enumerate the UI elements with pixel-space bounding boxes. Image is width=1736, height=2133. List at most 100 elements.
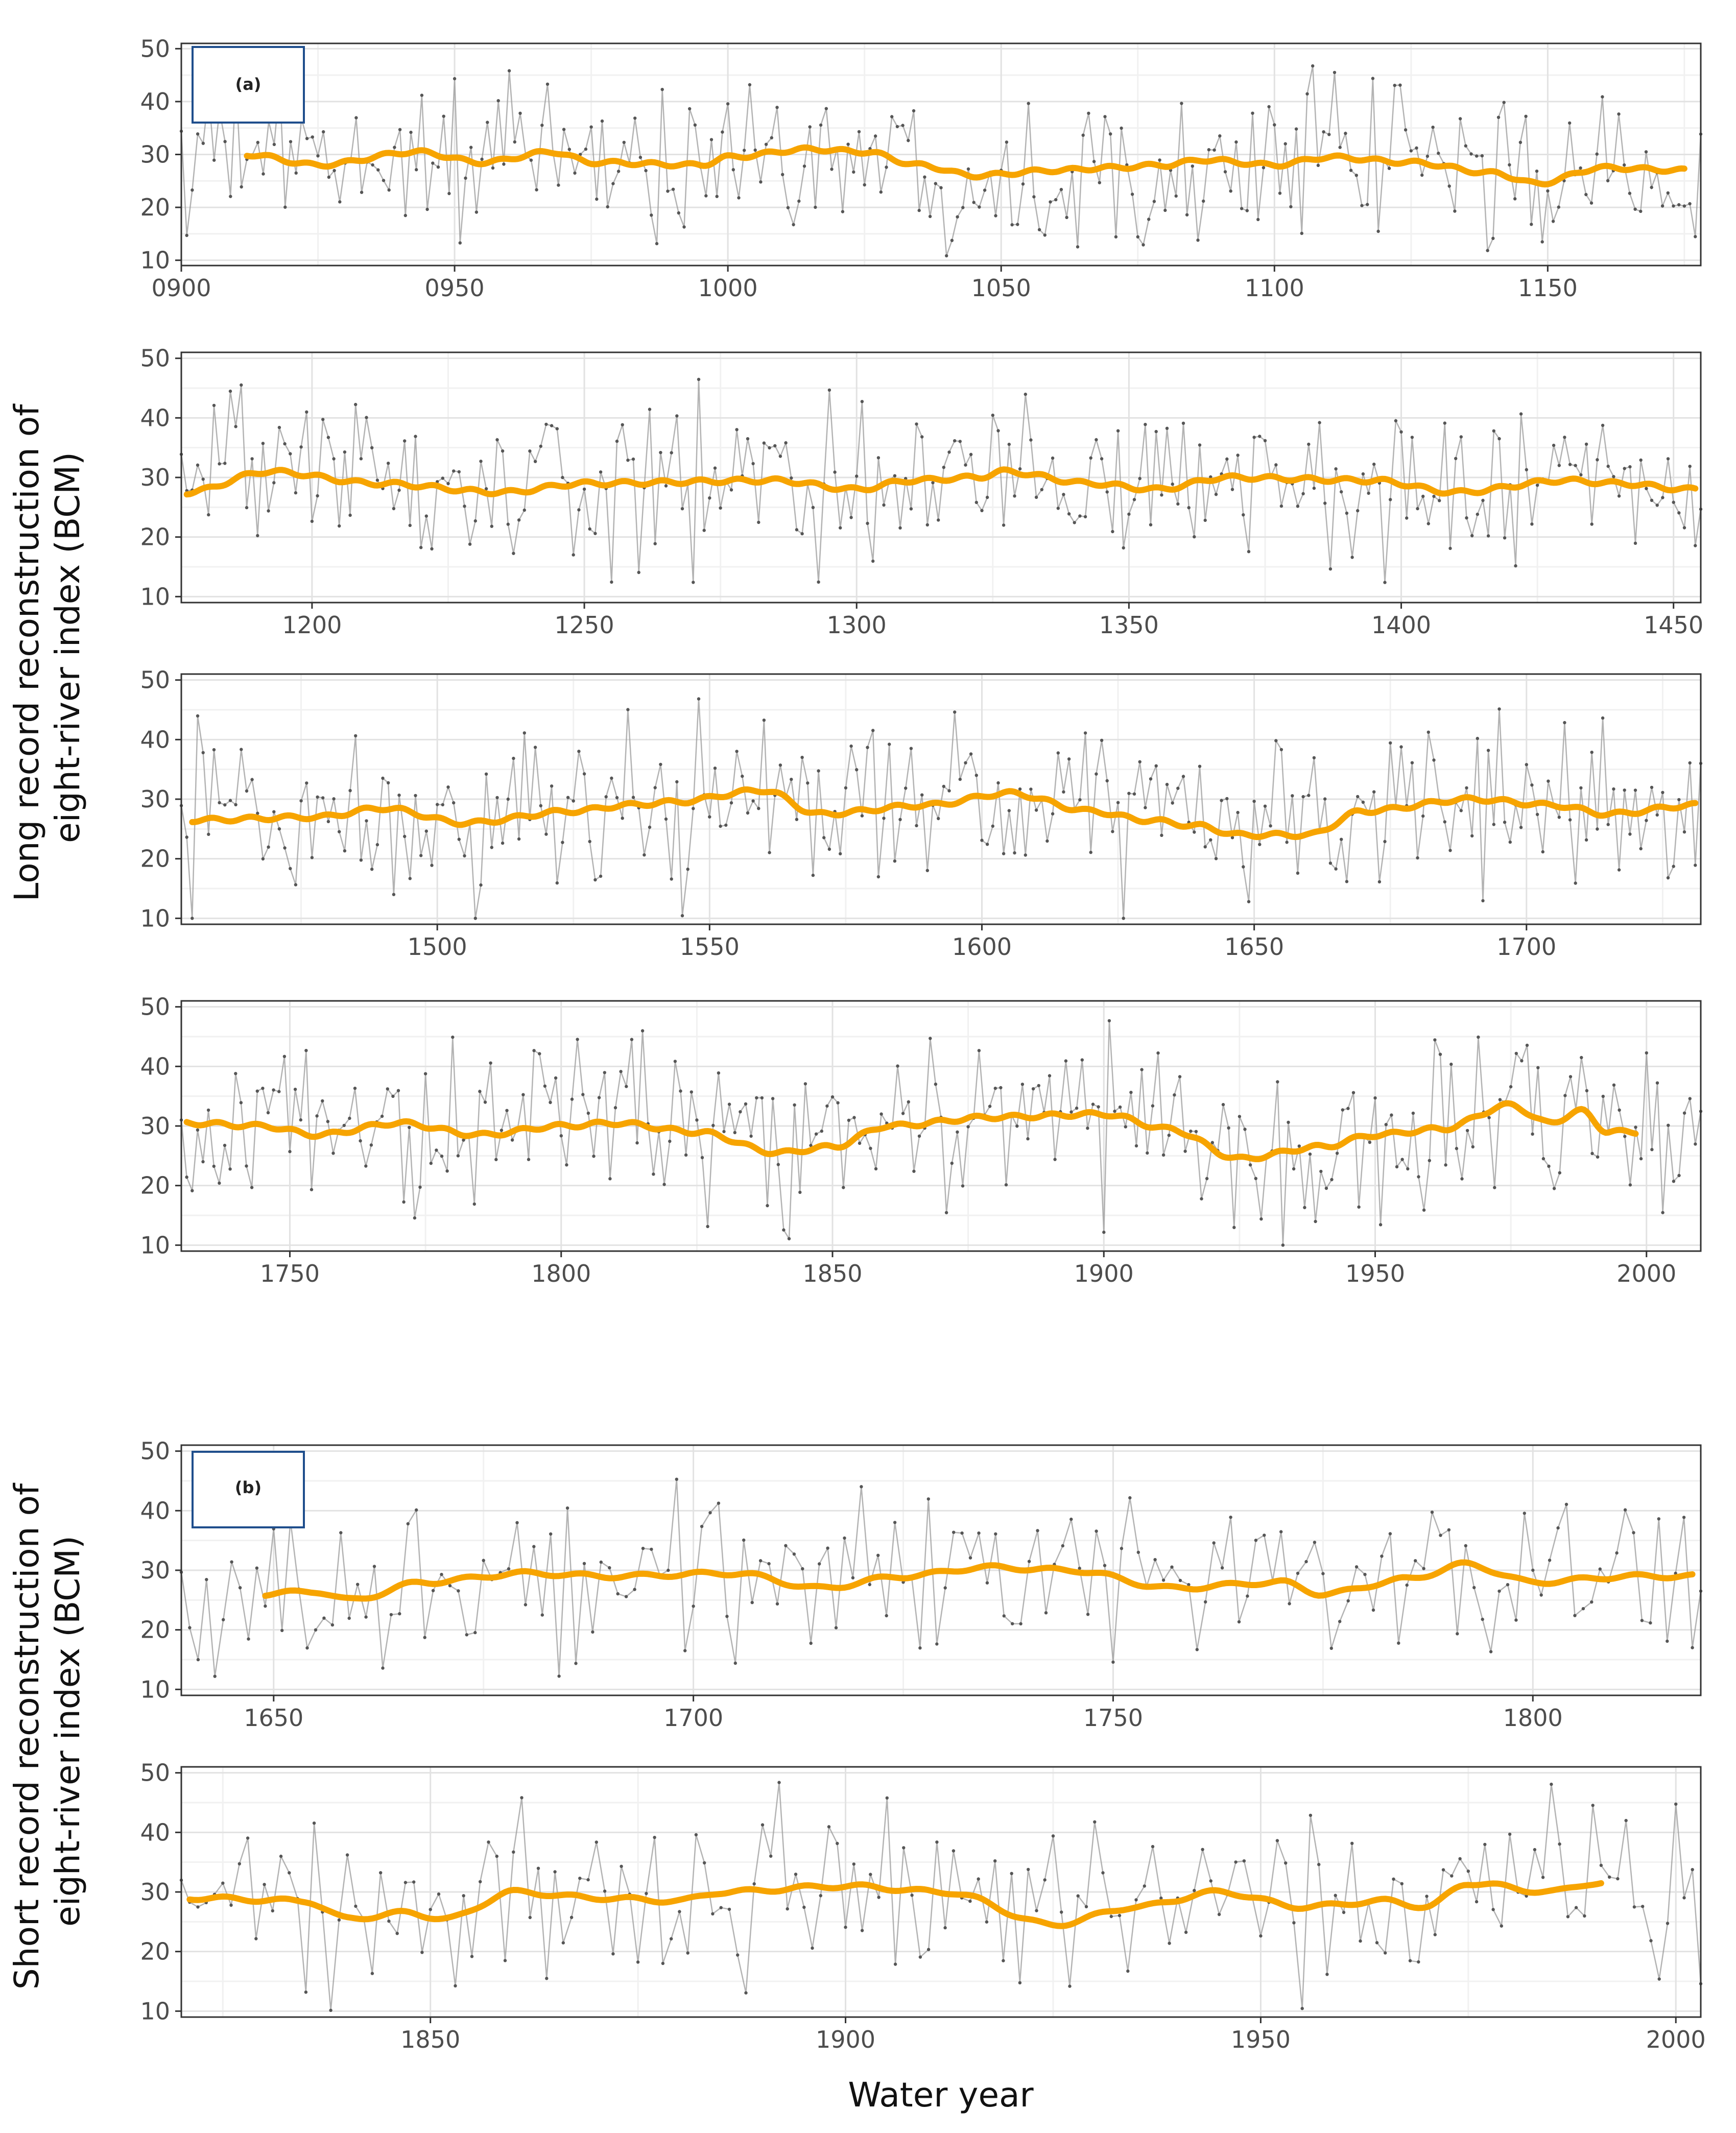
raw-annual-point xyxy=(836,1101,840,1105)
raw-annual-point xyxy=(348,513,352,517)
raw-annual-point xyxy=(1345,880,1349,883)
raw-annual-point xyxy=(937,817,940,821)
raw-annual-point xyxy=(420,1951,424,1954)
raw-annual-point xyxy=(518,111,522,115)
raw-annual-point xyxy=(1051,1834,1055,1838)
raw-annual-point xyxy=(1036,1529,1039,1532)
raw-annual-point xyxy=(1550,1782,1553,1786)
raw-annual-point xyxy=(501,841,505,845)
raw-annual-point xyxy=(746,437,750,441)
raw-annual-point xyxy=(484,772,488,776)
raw-annual-point xyxy=(1523,1512,1526,1515)
raw-annual-point xyxy=(983,188,987,192)
raw-annual-point xyxy=(879,1112,883,1116)
raw-annual-point xyxy=(425,207,429,211)
raw-annual-point xyxy=(1574,464,1577,467)
raw-annual-point xyxy=(1259,1217,1263,1221)
raw-annual-point xyxy=(1328,861,1333,865)
raw-annual-point xyxy=(719,824,722,828)
raw-annual-point xyxy=(1568,818,1572,822)
raw-annual-point xyxy=(1491,1908,1495,1911)
raw-annual-point xyxy=(766,1204,769,1208)
raw-annual-point xyxy=(496,99,500,103)
raw-annual-point xyxy=(1296,505,1300,508)
raw-annual-point xyxy=(800,756,804,759)
raw-annual-point xyxy=(668,1139,672,1143)
raw-annual-point xyxy=(939,186,943,189)
raw-annual-point xyxy=(521,1093,525,1096)
y-tick-label: 10 xyxy=(140,583,170,610)
raw-annual-point xyxy=(1138,760,1142,764)
raw-annual-point xyxy=(1539,1593,1543,1597)
raw-annual-point xyxy=(1650,1148,1654,1152)
raw-annual-point xyxy=(787,1237,791,1240)
raw-annual-point xyxy=(722,1130,726,1134)
raw-annual-point xyxy=(403,1881,408,1884)
raw-annual-point xyxy=(792,1552,796,1556)
raw-annual-point xyxy=(549,1100,552,1104)
raw-annual-point xyxy=(917,1134,921,1138)
raw-annual-point xyxy=(904,786,908,790)
raw-annual-point xyxy=(1043,1878,1047,1882)
raw-annual-point xyxy=(536,1866,540,1870)
raw-annual-point xyxy=(1465,516,1468,520)
raw-annual-point xyxy=(1065,215,1068,219)
raw-annual-point xyxy=(974,500,979,505)
raw-annual-point xyxy=(1558,1171,1561,1175)
raw-annual-point xyxy=(246,1836,250,1840)
raw-annual-point xyxy=(1465,1129,1469,1133)
raw-annual-point xyxy=(637,570,640,574)
raw-annual-point xyxy=(994,1532,997,1536)
raw-annual-point xyxy=(1525,763,1528,766)
raw-annual-point xyxy=(403,834,407,838)
raw-annual-point xyxy=(1037,1084,1041,1088)
raw-annual-point xyxy=(1011,1622,1014,1625)
raw-annual-point xyxy=(1274,463,1278,467)
raw-annual-point xyxy=(1672,865,1675,868)
raw-annual-point xyxy=(457,1589,460,1593)
raw-annual-point xyxy=(1585,1089,1589,1093)
raw-annual-point xyxy=(1060,1910,1063,1914)
raw-annual-point xyxy=(557,183,560,187)
raw-annual-point xyxy=(1639,458,1643,462)
raw-annual-point xyxy=(666,189,670,193)
raw-annual-point xyxy=(1174,194,1178,198)
raw-annual-point xyxy=(915,422,918,426)
raw-annual-point xyxy=(1087,111,1090,115)
raw-annual-point xyxy=(452,469,456,473)
raw-annual-point xyxy=(768,446,771,450)
raw-annual-point xyxy=(1333,70,1337,75)
raw-annual-point xyxy=(991,414,995,417)
raw-annual-point xyxy=(1595,152,1599,156)
raw-annual-point xyxy=(879,190,883,194)
raw-annual-point xyxy=(566,796,570,799)
raw-annual-point xyxy=(387,188,391,192)
raw-annual-point xyxy=(1198,764,1202,768)
raw-annual-point xyxy=(610,580,613,584)
raw-annual-point xyxy=(704,194,708,198)
raw-annual-point xyxy=(1338,1620,1342,1623)
y-tick-label: 20 xyxy=(140,1172,170,1200)
raw-annual-point xyxy=(457,470,461,474)
raw-annual-point xyxy=(266,1111,270,1115)
raw-annual-point xyxy=(885,1614,888,1618)
raw-annual-point xyxy=(569,1915,574,1919)
raw-annual-point xyxy=(562,128,566,131)
raw-annual-point xyxy=(326,1120,330,1123)
raw-annual-point xyxy=(893,1962,897,1966)
raw-annual-point xyxy=(603,1071,607,1074)
raw-annual-point xyxy=(1083,731,1087,735)
raw-annual-point xyxy=(947,789,951,793)
y-tick-label: 40 xyxy=(140,404,170,432)
raw-annual-point xyxy=(1563,1094,1567,1097)
raw-annual-point xyxy=(1329,1646,1333,1650)
raw-annual-point xyxy=(1084,1905,1088,1908)
raw-annual-point xyxy=(1308,1152,1312,1156)
raw-annual-point xyxy=(635,1141,639,1145)
raw-annual-point xyxy=(1667,1123,1670,1127)
raw-annual-point xyxy=(379,1871,383,1875)
raw-annual-point xyxy=(345,1853,349,1857)
raw-annual-point xyxy=(1053,1158,1057,1161)
y-tick-label: 30 xyxy=(140,464,170,491)
raw-annual-point xyxy=(435,1148,438,1152)
